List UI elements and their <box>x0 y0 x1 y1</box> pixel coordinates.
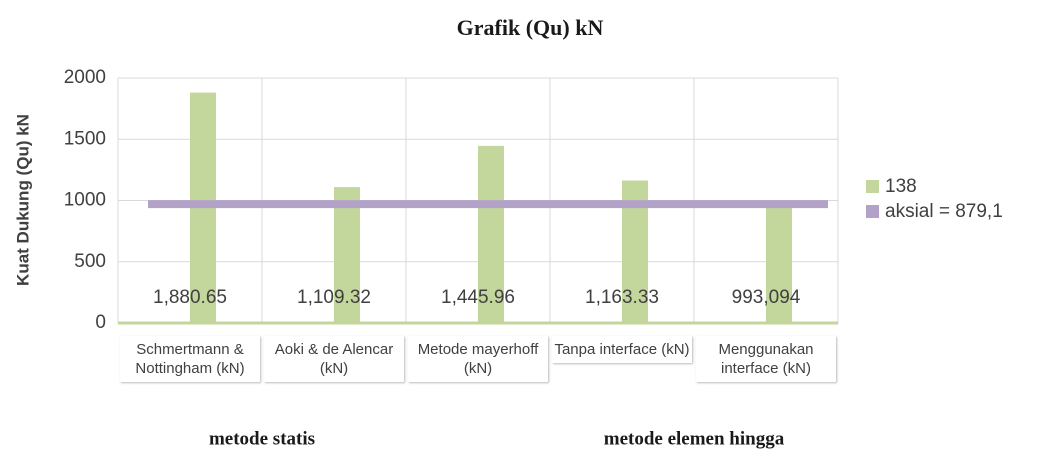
y-tick-label: 1000 <box>64 190 106 211</box>
y-tick-label: 2000 <box>64 67 106 88</box>
y-tick-label: 1500 <box>64 128 106 149</box>
data-label: 1,109.32 <box>297 287 371 308</box>
x-tick-label: Tanpa interface (kN) <box>552 336 692 363</box>
y-axis-label: Kuat Dukung (Qu) kN <box>13 114 32 286</box>
data-label: 993,094 <box>732 287 801 308</box>
data-label: 1,880.65 <box>153 287 227 308</box>
legend-label: aksial = 879,1 <box>885 201 1003 222</box>
data-label: 1,163.33 <box>585 287 659 308</box>
group-label: metode elemen hingga <box>604 428 785 449</box>
chart-title: Grafik (Qu) kN <box>457 15 604 40</box>
group-label: metode statis <box>209 428 315 449</box>
y-tick-label: 0 <box>95 312 106 333</box>
x-tick-label: Schmertmann & Nottingham (kN) <box>120 336 260 382</box>
data-label: 1,445.96 <box>441 287 515 308</box>
legend-swatch <box>866 205 879 218</box>
x-tick-label: Menggunakan interface (kN) <box>696 336 836 382</box>
bar <box>334 187 360 323</box>
y-tick-label: 500 <box>74 251 106 272</box>
x-tick-label: Aoki & de Alencar (kN) <box>264 336 404 382</box>
legend-swatch <box>866 180 879 193</box>
bar <box>478 145 504 323</box>
bar <box>766 201 792 323</box>
legend-label: 138 <box>885 176 917 197</box>
x-tick-label: Metode mayerhoff (kN) <box>408 336 548 382</box>
